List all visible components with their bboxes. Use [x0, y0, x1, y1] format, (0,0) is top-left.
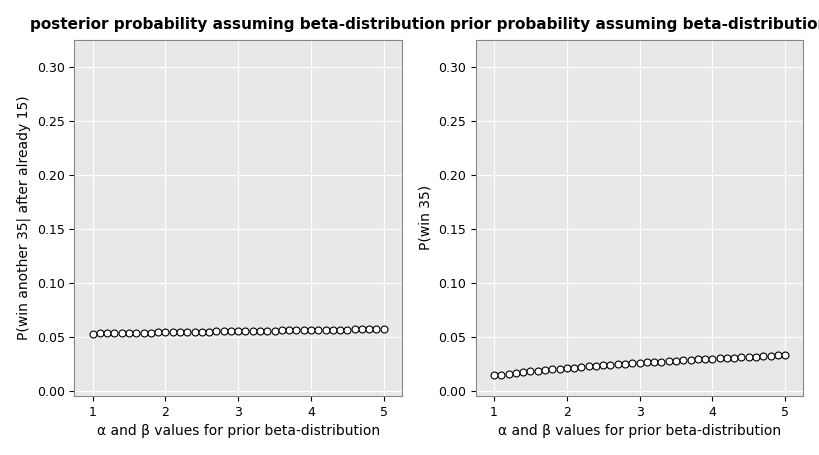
Title: posterior probability assuming beta-distribution: posterior probability assuming beta-dist…	[30, 17, 446, 32]
Y-axis label: P(win another 35| after already 15): P(win another 35| after already 15)	[16, 96, 31, 340]
X-axis label: α and β values for prior beta-distribution: α and β values for prior beta-distributi…	[97, 425, 379, 438]
X-axis label: α and β values for prior beta-distribution: α and β values for prior beta-distributi…	[497, 425, 781, 438]
Title: prior probability assuming beta-distribution: prior probability assuming beta-distribu…	[450, 17, 819, 32]
Y-axis label: P(win 35): P(win 35)	[418, 185, 432, 251]
